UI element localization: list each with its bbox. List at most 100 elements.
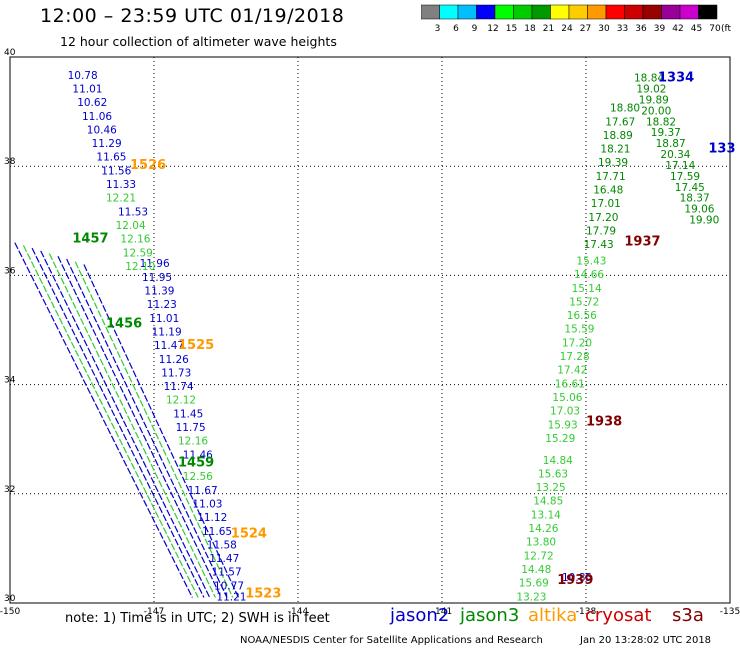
wave-height-label: 12.16: [120, 234, 150, 246]
wave-height-label: 11.29: [92, 138, 122, 150]
wave-height-label: 15.14: [572, 283, 602, 295]
wave-height-label: 17.14: [665, 160, 695, 172]
wave-height-label: 11.01: [149, 313, 179, 325]
wave-height-label: 11.46: [183, 449, 213, 461]
wave-height-label: 11.26: [159, 354, 189, 366]
wave-height-label: 11.33: [106, 179, 136, 191]
wave-height-label: 11.23: [147, 299, 177, 311]
x-tick-label: -135: [720, 607, 740, 617]
plot-frame: [9, 56, 731, 604]
colorbar-tick-label: 24: [561, 24, 573, 33]
wave-height-label: 13.23: [516, 591, 546, 603]
wave-height-label: 11.75: [176, 422, 206, 434]
wave-height-label: 10.85: [562, 572, 592, 584]
wave-height-label: 10.77: [214, 580, 244, 592]
legend-jason3: jason3: [460, 605, 520, 626]
chart-title: 12:00 – 23:59 UTC 01/19/2018: [40, 5, 345, 27]
note-text: note: 1) Time is in UTC; 2) SWH is in fe…: [65, 611, 330, 626]
track-line: [31, 247, 205, 598]
colorbar-swatch: [698, 4, 718, 20]
track-line: [14, 242, 193, 598]
track-line: [40, 250, 211, 598]
wave-height-label: 11.95: [142, 272, 172, 284]
wave-height-label: 11.74: [164, 381, 194, 393]
wave-height-label: 12.21: [106, 193, 136, 205]
wave-height-label: 19.37: [651, 127, 681, 139]
wave-height-label: 12.10: [125, 261, 155, 273]
x-tick-label: -138: [576, 607, 597, 617]
wave-height-label: 18.87: [656, 138, 686, 150]
wave-height-label: 16.48: [593, 185, 623, 197]
y-tick-label: 36: [4, 266, 16, 276]
colorbar-tick-label: 3: [435, 24, 441, 33]
wave-height-label: 11.47: [209, 553, 239, 565]
pass-time-label: 1939: [557, 573, 593, 588]
colorbar-tick-label: 9: [472, 24, 478, 33]
wave-height-label: 18.84: [634, 73, 664, 85]
wave-height-label: 17.43: [584, 239, 614, 251]
colorbar-tick-label: 36: [635, 24, 647, 33]
wave-height-label: 15.63: [538, 468, 568, 480]
track-line: [22, 245, 199, 598]
wave-height-label: 14.66: [574, 269, 604, 281]
wave-height-label: 15.43: [576, 255, 606, 267]
y-tick-label: 30: [4, 594, 16, 604]
wave-height-label: 12.04: [116, 220, 146, 232]
wave-height-label: 10.62: [77, 97, 107, 109]
pass-time-label: 1938: [586, 415, 622, 430]
wave-height-label: 17.71: [596, 171, 626, 183]
wave-height-label: 12.59: [123, 247, 153, 259]
wave-height-label: 15.06: [552, 392, 582, 404]
wave-height-label: 17.79: [586, 225, 616, 237]
wave-height-label: 15.29: [545, 433, 575, 445]
wave-height-label: 15.72: [569, 296, 599, 308]
colorbar-tick-label: 21: [543, 24, 554, 33]
track-line: [74, 261, 234, 598]
wave-height-label: 18.21: [600, 144, 630, 156]
wave-height-label: 19.90: [689, 215, 719, 227]
wave-height-label: 16.56: [567, 310, 597, 322]
x-tick-label: -144: [288, 607, 309, 617]
chart-subtitle: 12 hour collection of altimeter wave hei…: [60, 34, 337, 49]
wave-height-label: 18.82: [646, 116, 676, 128]
credit-text: NOAA/NESDIS Center for Satellite Applica…: [240, 635, 543, 646]
wave-height-label: 11.65: [202, 526, 232, 538]
wave-height-label: 11.01: [72, 83, 102, 95]
track-line: [57, 256, 222, 598]
wave-height-label: 13.25: [536, 482, 566, 494]
wave-height-label: 12.12: [166, 395, 196, 407]
wave-height-label: 17.67: [605, 116, 635, 128]
x-tick-label: -141: [432, 607, 452, 617]
colorbar-tick-label: 45: [691, 24, 702, 33]
colorbar-tick-label: 42: [672, 24, 683, 33]
wave-height-label: 11.53: [118, 206, 148, 218]
wave-height-label: 19.89: [639, 94, 669, 106]
colorbar-tick-label: 6: [453, 24, 459, 33]
x-tick-label: -150: [0, 607, 20, 617]
wave-height-label: 14.84: [543, 455, 573, 467]
wave-height-label: 11.58: [207, 539, 237, 551]
wave-height-label: 15.93: [548, 419, 578, 431]
wave-height-label: 12.72: [524, 550, 554, 562]
pass-time-label: 1525: [178, 338, 214, 353]
wave-height-label: 11.65: [96, 152, 126, 164]
colorbar-tick-label: 18: [524, 24, 536, 33]
colorbar-tick-label: 30: [598, 24, 610, 33]
wave-height-label: 11.96: [140, 258, 170, 270]
y-tick-label: 32: [4, 485, 15, 495]
legend-s3a: s3a: [672, 605, 704, 626]
dense-track-streak: [14, 242, 240, 598]
wave-height-label: 18.89: [603, 130, 633, 142]
legend-altika: altika: [528, 605, 578, 626]
colorbar-tick-label: 33: [617, 24, 628, 33]
pass-time-label: 1459: [178, 456, 214, 471]
wave-height-label: 11.39: [144, 286, 174, 298]
wave-height-label: 16.61: [555, 378, 585, 390]
wave-height-label: 13.80: [526, 537, 556, 549]
wave-height-label: 19.02: [636, 83, 666, 95]
wave-height-label: 11.56: [101, 165, 131, 177]
wave-height-label: 11.12: [197, 512, 227, 524]
wave-height-label: 19.39: [598, 157, 628, 169]
colorbar-tick-label: 39: [654, 24, 666, 33]
